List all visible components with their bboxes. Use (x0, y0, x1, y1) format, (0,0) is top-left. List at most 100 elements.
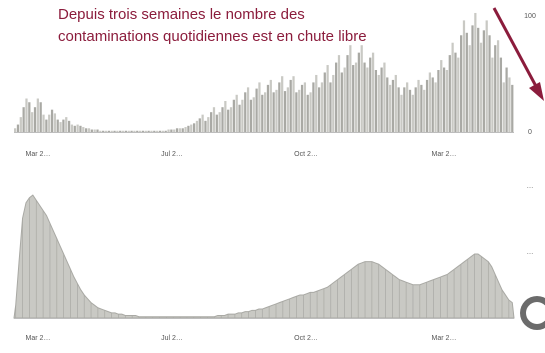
bar (417, 79, 420, 132)
bar (33, 107, 37, 132)
bar (465, 32, 468, 132)
chart-top: Mar 2… Jul 2… Oct 2… Mar 2… 100 0 (14, 12, 536, 158)
bar (53, 113, 57, 132)
bar (241, 99, 244, 132)
bar (249, 99, 253, 132)
bar (306, 94, 309, 132)
down-arrow-icon (492, 7, 544, 101)
bar (76, 124, 79, 132)
x-tick-label: Oct 2… (294, 335, 318, 342)
bar (73, 125, 76, 132)
bar (357, 52, 360, 132)
chart-bottom: Mar 2… Jul 2… Oct 2… Mar 2……… (13, 183, 534, 342)
bar (479, 42, 483, 132)
bar (22, 107, 25, 132)
bar (221, 107, 224, 132)
bar (102, 130, 105, 132)
bar (400, 94, 403, 132)
x-tick-label: Mar 2… (26, 335, 51, 342)
bar (508, 77, 511, 132)
bar (346, 55, 349, 133)
bar (275, 89, 278, 132)
bar (144, 130, 147, 132)
bar (505, 67, 508, 132)
bar (147, 130, 150, 132)
bar (246, 87, 250, 132)
bar (386, 77, 389, 132)
bar (36, 98, 39, 132)
bar (474, 12, 477, 133)
bar (374, 70, 378, 132)
bar (121, 130, 125, 132)
y-tick-label: 100 (524, 13, 536, 20)
down-arrow-shaft (492, 7, 540, 91)
bar (298, 89, 301, 132)
bar (255, 88, 258, 132)
bar (82, 127, 85, 132)
bar (340, 72, 343, 132)
headline-line-1: Depuis trois semaines le nombre des (58, 6, 305, 23)
bar (130, 130, 133, 132)
bar (227, 109, 230, 132)
bar (127, 130, 130, 132)
bar (252, 97, 255, 132)
bar (139, 130, 142, 132)
x-tick-label: Mar 2… (432, 335, 457, 342)
bar (62, 119, 65, 132)
bar (42, 114, 45, 132)
bar (178, 128, 182, 132)
bar (434, 82, 437, 132)
bar (428, 72, 432, 132)
bar (445, 70, 449, 132)
bar (295, 92, 298, 132)
bar (31, 112, 34, 132)
bar (150, 130, 153, 132)
bar (14, 128, 17, 132)
bar (394, 74, 397, 132)
bar (281, 76, 284, 132)
x-tick-label: Mar 2… (432, 151, 457, 158)
bar (482, 30, 485, 132)
bar (56, 119, 59, 132)
bar (107, 130, 110, 132)
bar (343, 67, 346, 132)
bar (232, 99, 235, 132)
bar (48, 114, 51, 132)
bar (460, 35, 463, 132)
bar (192, 123, 196, 132)
bar (332, 74, 335, 132)
bar (496, 40, 500, 132)
bar (352, 65, 355, 132)
bar (442, 67, 446, 132)
bar (67, 120, 71, 132)
bar (499, 57, 503, 132)
bar (431, 77, 434, 132)
bar (349, 45, 352, 133)
bar (383, 62, 386, 133)
bar (201, 114, 204, 132)
bar (451, 42, 454, 132)
bar (354, 62, 358, 133)
bar (377, 74, 380, 132)
bar (292, 76, 295, 132)
bar (329, 82, 332, 132)
bar (309, 92, 312, 132)
bar (79, 125, 82, 132)
bar (212, 107, 216, 132)
bar (170, 129, 173, 132)
y-tick-label: … (527, 183, 534, 190)
bar (158, 130, 162, 132)
bar (25, 98, 28, 132)
bar (408, 89, 412, 132)
bar (19, 117, 22, 132)
bar (320, 82, 324, 132)
bar (337, 55, 341, 133)
bar (167, 129, 170, 132)
bar (286, 87, 289, 132)
bar (477, 27, 480, 133)
bar (153, 130, 156, 132)
bar (300, 84, 304, 132)
bar (420, 84, 423, 132)
bar (502, 82, 505, 132)
